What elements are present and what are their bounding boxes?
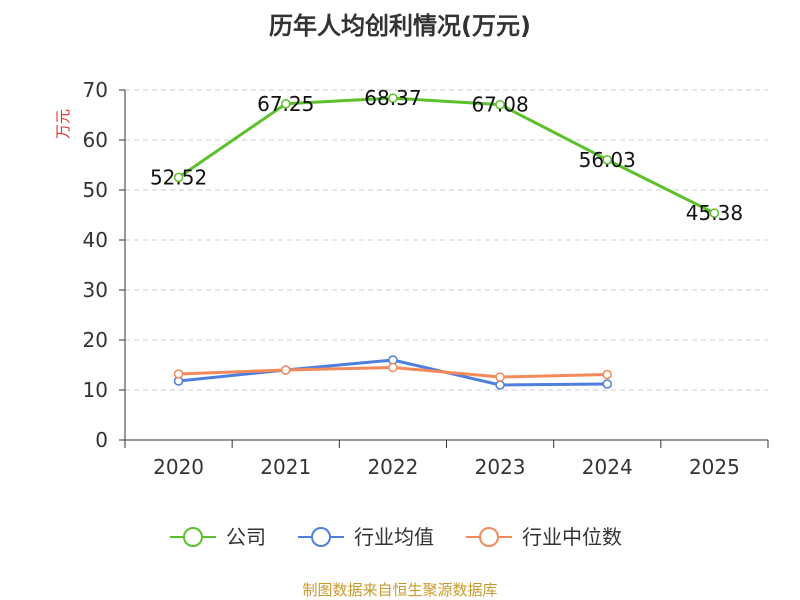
data-point [602,155,612,165]
legend[interactable]: 公司 行业均值 行业中位数 [170,525,622,549]
series-line-0 [177,96,716,215]
x-tick-label: 2021 [260,455,311,479]
data-labels: 52.52 67.25 68.37 67.08 56.03 45.38 [150,86,743,225]
y-tick-label: 10 [83,378,108,402]
y-tick-label: 70 [83,78,108,102]
data-point [495,99,505,110]
data-point [281,99,291,109]
data-point [388,93,398,103]
data-label: 68.37 [364,86,421,110]
data-label: 67.25 [257,92,314,116]
legend-marker [183,527,203,547]
y-tick-label: 0 [95,428,108,452]
source-note: 制图数据来自恒生聚源数据库 [302,581,498,599]
legend-marker [311,527,331,547]
data-label: 56.03 [579,148,636,172]
x-tick-label: 2023 [475,455,526,479]
axes: 0 10 20 30 40 50 60 70 万元 2020 2021 2022 2023 2024 202… [54,78,769,479]
data-point [709,208,720,218]
data-point [173,172,184,183]
data-point [495,380,505,390]
legend-item-1[interactable]: 行业均值 [298,525,434,549]
y-tick-label: 20 [83,328,108,352]
data-label: 67.08 [471,93,528,117]
y-axis-label: 万元 [54,109,72,139]
data-point [388,362,398,373]
data-point [602,379,612,389]
y-tick-label: 40 [83,228,108,252]
legend-label: 公司 [226,525,266,549]
y-tick-label: 50 [83,178,108,202]
data-point [281,365,291,375]
legend-item-0[interactable]: 公司 [170,525,266,549]
y-tick-label: 30 [83,278,108,302]
series-group [173,93,720,390]
x-tick-label: 2022 [367,455,418,479]
legend-marker [479,527,499,547]
x-tick-label: 2024 [582,455,633,479]
grid-lines [125,89,768,391]
x-tick-label: 2020 [153,455,204,479]
data-label: 52.52 [150,165,207,189]
legend-item-2[interactable]: 行业中位数 [466,525,622,549]
legend-label: 行业中位数 [522,525,622,549]
data-point [173,369,184,379]
legend-label: 行业均值 [354,525,434,549]
chart-title: 历年人均创利情况(万元) [269,12,531,40]
data-point [602,369,612,380]
y-tick-label: 60 [83,128,108,152]
data-label: 45.38 [686,201,743,225]
x-tick-label: 2025 [689,455,740,479]
data-point [495,372,505,382]
